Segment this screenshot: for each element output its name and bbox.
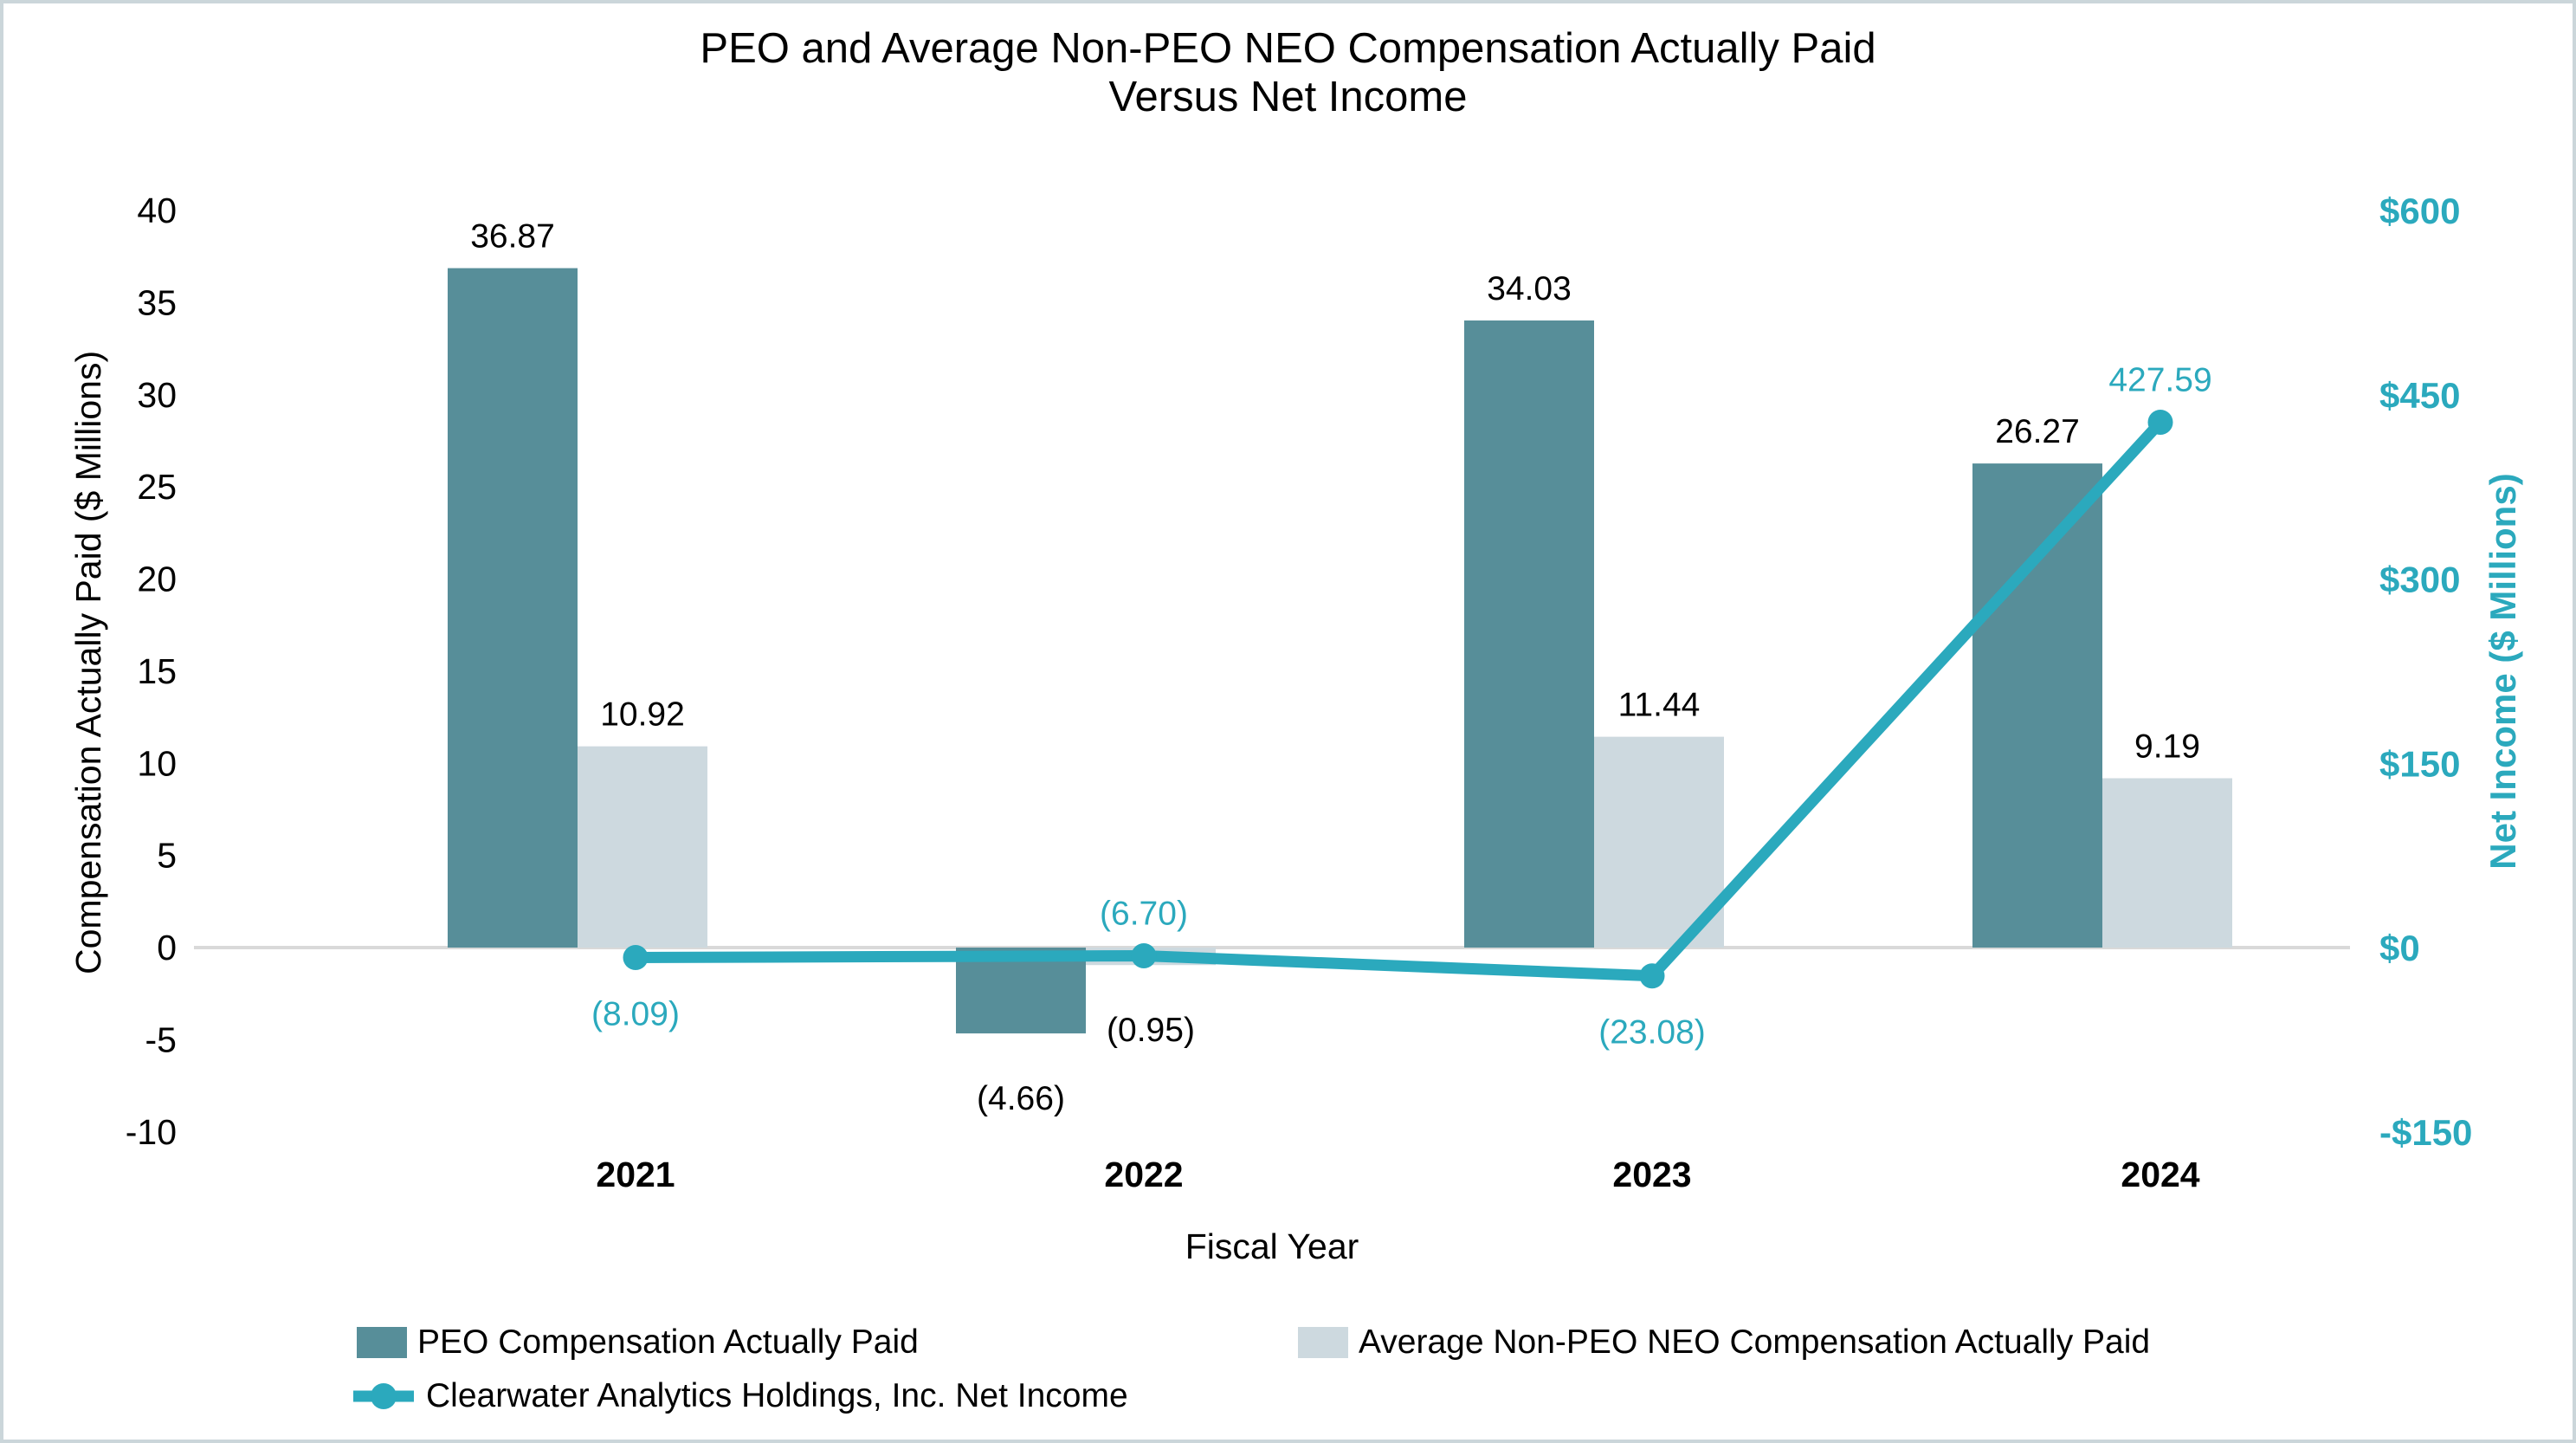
right-axis-title: Net Income ($ Millions) [2482, 473, 2523, 870]
line-data-label: (8.09) [591, 995, 680, 1032]
legend-swatch-peo-bar [357, 1327, 407, 1358]
x-axis-title: Fiscal Year [1185, 1226, 1359, 1266]
left-axis-tick-label: 25 [137, 467, 177, 507]
bar-data-label: 34.03 [1487, 270, 1572, 307]
legend-item-nonpeo: Average Non-PEO NEO Compensation Actuall… [1298, 1323, 2150, 1362]
legend-swatch-nonpeo-bar [1298, 1327, 1348, 1358]
bar-nonpeo-2024 [2102, 778, 2232, 948]
bar-nonpeo-2021 [578, 746, 707, 948]
left-axis-tick-label: 35 [137, 282, 177, 322]
bar-peo-2021 [448, 268, 578, 948]
x-axis-tick-label: 2021 [596, 1155, 675, 1194]
bar-data-label: 26.27 [1995, 413, 2080, 450]
left-axis-tick-label: 30 [137, 375, 177, 415]
net-income-point-2024 [2147, 410, 2173, 436]
bar-data-label: (0.95) [1107, 1012, 1195, 1049]
line-data-label: (6.70) [1100, 896, 1188, 933]
net-income-point-2022 [1131, 943, 1157, 969]
left-axis-title: Compensation Actually Paid ($ Millions) [68, 350, 108, 974]
right-axis-tick-label: $450 [2379, 375, 2460, 416]
legend-item-peo: PEO Compensation Actually Paid [357, 1323, 919, 1362]
bar-data-label: 36.87 [470, 218, 555, 256]
right-axis-tick-label: -$150 [2379, 1112, 2472, 1153]
net-income-line [629, 417, 2166, 982]
bar-data-label: 9.19 [2134, 728, 2200, 765]
left-axis-tick-label: 40 [137, 191, 177, 230]
right-axis-tick-label: $0 [2379, 928, 2420, 968]
left-axis-tick-label: 20 [137, 560, 177, 599]
legend-label-peo: PEO Compensation Actually Paid [417, 1323, 919, 1361]
x-axis-tick-label: 2024 [2121, 1155, 2199, 1194]
right-axis-tick-label: $600 [2379, 191, 2460, 231]
right-axis-tick-label: $300 [2379, 560, 2460, 600]
x-axis-tick-label: 2022 [1104, 1155, 1183, 1194]
line-data-label: (23.08) [1598, 1014, 1706, 1052]
bar-nonpeo-2023 [1594, 736, 1724, 948]
chart-title: PEO and Average Non-PEO NEO Compensation… [3, 24, 2573, 121]
chart-title-line2: Versus Net Income [1108, 74, 1468, 120]
chart-title-line1: PEO and Average Non-PEO NEO Compensation… [700, 25, 1876, 72]
left-axis-tick-label: 10 [137, 743, 177, 783]
bar-data-label: (4.66) [977, 1080, 1065, 1117]
left-axis-tick-label: 15 [137, 651, 177, 691]
left-axis-tick-label: 5 [157, 836, 177, 876]
legend-line-marker-icon [352, 1377, 416, 1415]
net-income-point-2023 [1639, 963, 1665, 989]
net-income-point-2021 [623, 944, 649, 970]
bar-peo-2024 [1972, 463, 2102, 948]
left-axis-tick-label: -5 [145, 1019, 177, 1059]
left-axis-tick-label: -10 [126, 1112, 177, 1152]
bar-peo-2023 [1464, 320, 1594, 948]
line-data-label: 427.59 [2108, 362, 2211, 399]
legend-label-nonpeo: Average Non-PEO NEO Compensation Actuall… [1359, 1323, 2151, 1361]
legend-label-netincome: Clearwater Analytics Holdings, Inc. Net … [426, 1377, 1128, 1414]
bar-data-label: 10.92 [600, 696, 685, 734]
legend-item-netincome: Clearwater Analytics Holdings, Inc. Net … [352, 1377, 1128, 1415]
right-axis-tick-label: $150 [2379, 743, 2460, 784]
left-axis-tick-label: 0 [157, 928, 177, 967]
plot-area: 40 35 30 25 20 15 10 5 0 -5 -10 $600 $450 $300 $150 $0 -… [126, 191, 2473, 1194]
x-axis-tick-label: 2023 [1612, 1155, 1691, 1194]
bar-data-label: 11.44 [1618, 687, 1701, 724]
